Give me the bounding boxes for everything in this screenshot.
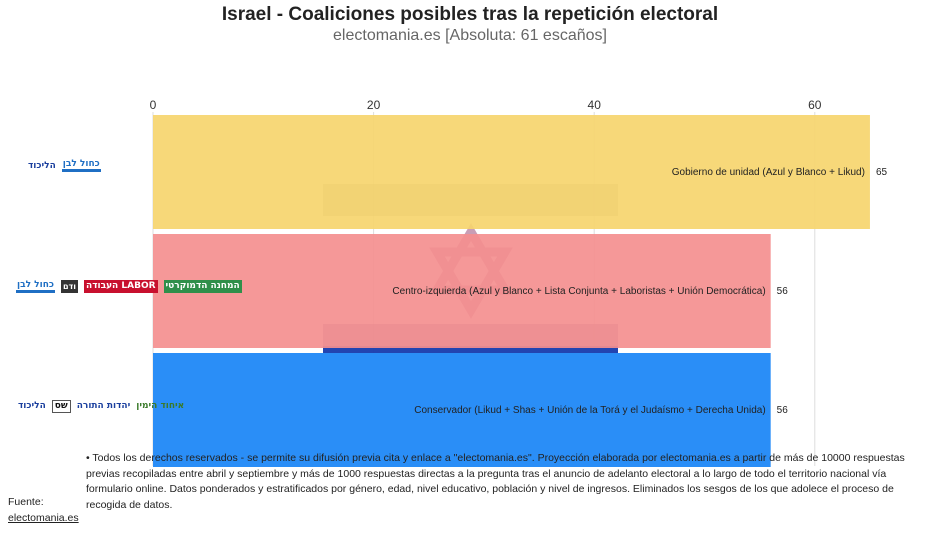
joint-list-logo: ודם [60, 280, 79, 293]
bar [153, 353, 771, 467]
bar-category-label: Centro-izquierda (Azul y Blanco + Lista … [392, 286, 765, 297]
bar [153, 115, 870, 229]
source-link[interactable]: electomania.es [8, 512, 79, 524]
chart-subtitle: electomania.es [Absoluta: 61 escaños] [333, 27, 607, 44]
kahol-lavan-logo: כחול לבן [61, 160, 101, 172]
x-tick-label: 20 [367, 98, 381, 112]
likud-logo: הליכוד [18, 401, 46, 411]
bar-value-label: 56 [777, 286, 789, 297]
methodology-note: • Todos los derechos reservados - se per… [86, 452, 905, 511]
chart-title: Israel - Coaliciones posibles tras la re… [221, 4, 719, 25]
bar-value-label: 56 [777, 405, 789, 416]
bar-category-label: Gobierno de unidad (Azul y Blanco + Liku… [672, 167, 865, 178]
kahol-lavan-logo: כחול לבן [16, 280, 55, 293]
unity-coalition-logos: הליכוד כחול לבן [28, 160, 101, 172]
bar [153, 234, 771, 348]
conservative-coalition-logos: הליכוד שס יהדות התורה איחוד הימין [18, 400, 184, 413]
utj-logo: יהדות התורה [76, 401, 131, 411]
shas-logo: שס [51, 400, 71, 413]
source-block: Fuente: electomania.es [8, 494, 79, 526]
bar-category-label: Conservador (Likud + Shas + Unión de la … [414, 405, 765, 416]
x-tick-label: 40 [588, 98, 602, 112]
source-label: Fuente: [8, 496, 44, 508]
yamina-logo: איחוד הימין [136, 401, 185, 411]
x-tick-label: 0 [150, 98, 157, 112]
x-tick-label: 60 [808, 98, 822, 112]
likud-logo: הליכוד [28, 160, 56, 171]
democratic-union-logo: המחנה הדמוקרטי [163, 280, 242, 293]
bar-value-label: 65 [876, 167, 888, 178]
labor-logo: העבודה LABOR [84, 280, 158, 293]
center-left-coalition-logos: כחול לבן ודם העבודה LABOR המחנה הדמוקרטי [16, 280, 242, 293]
